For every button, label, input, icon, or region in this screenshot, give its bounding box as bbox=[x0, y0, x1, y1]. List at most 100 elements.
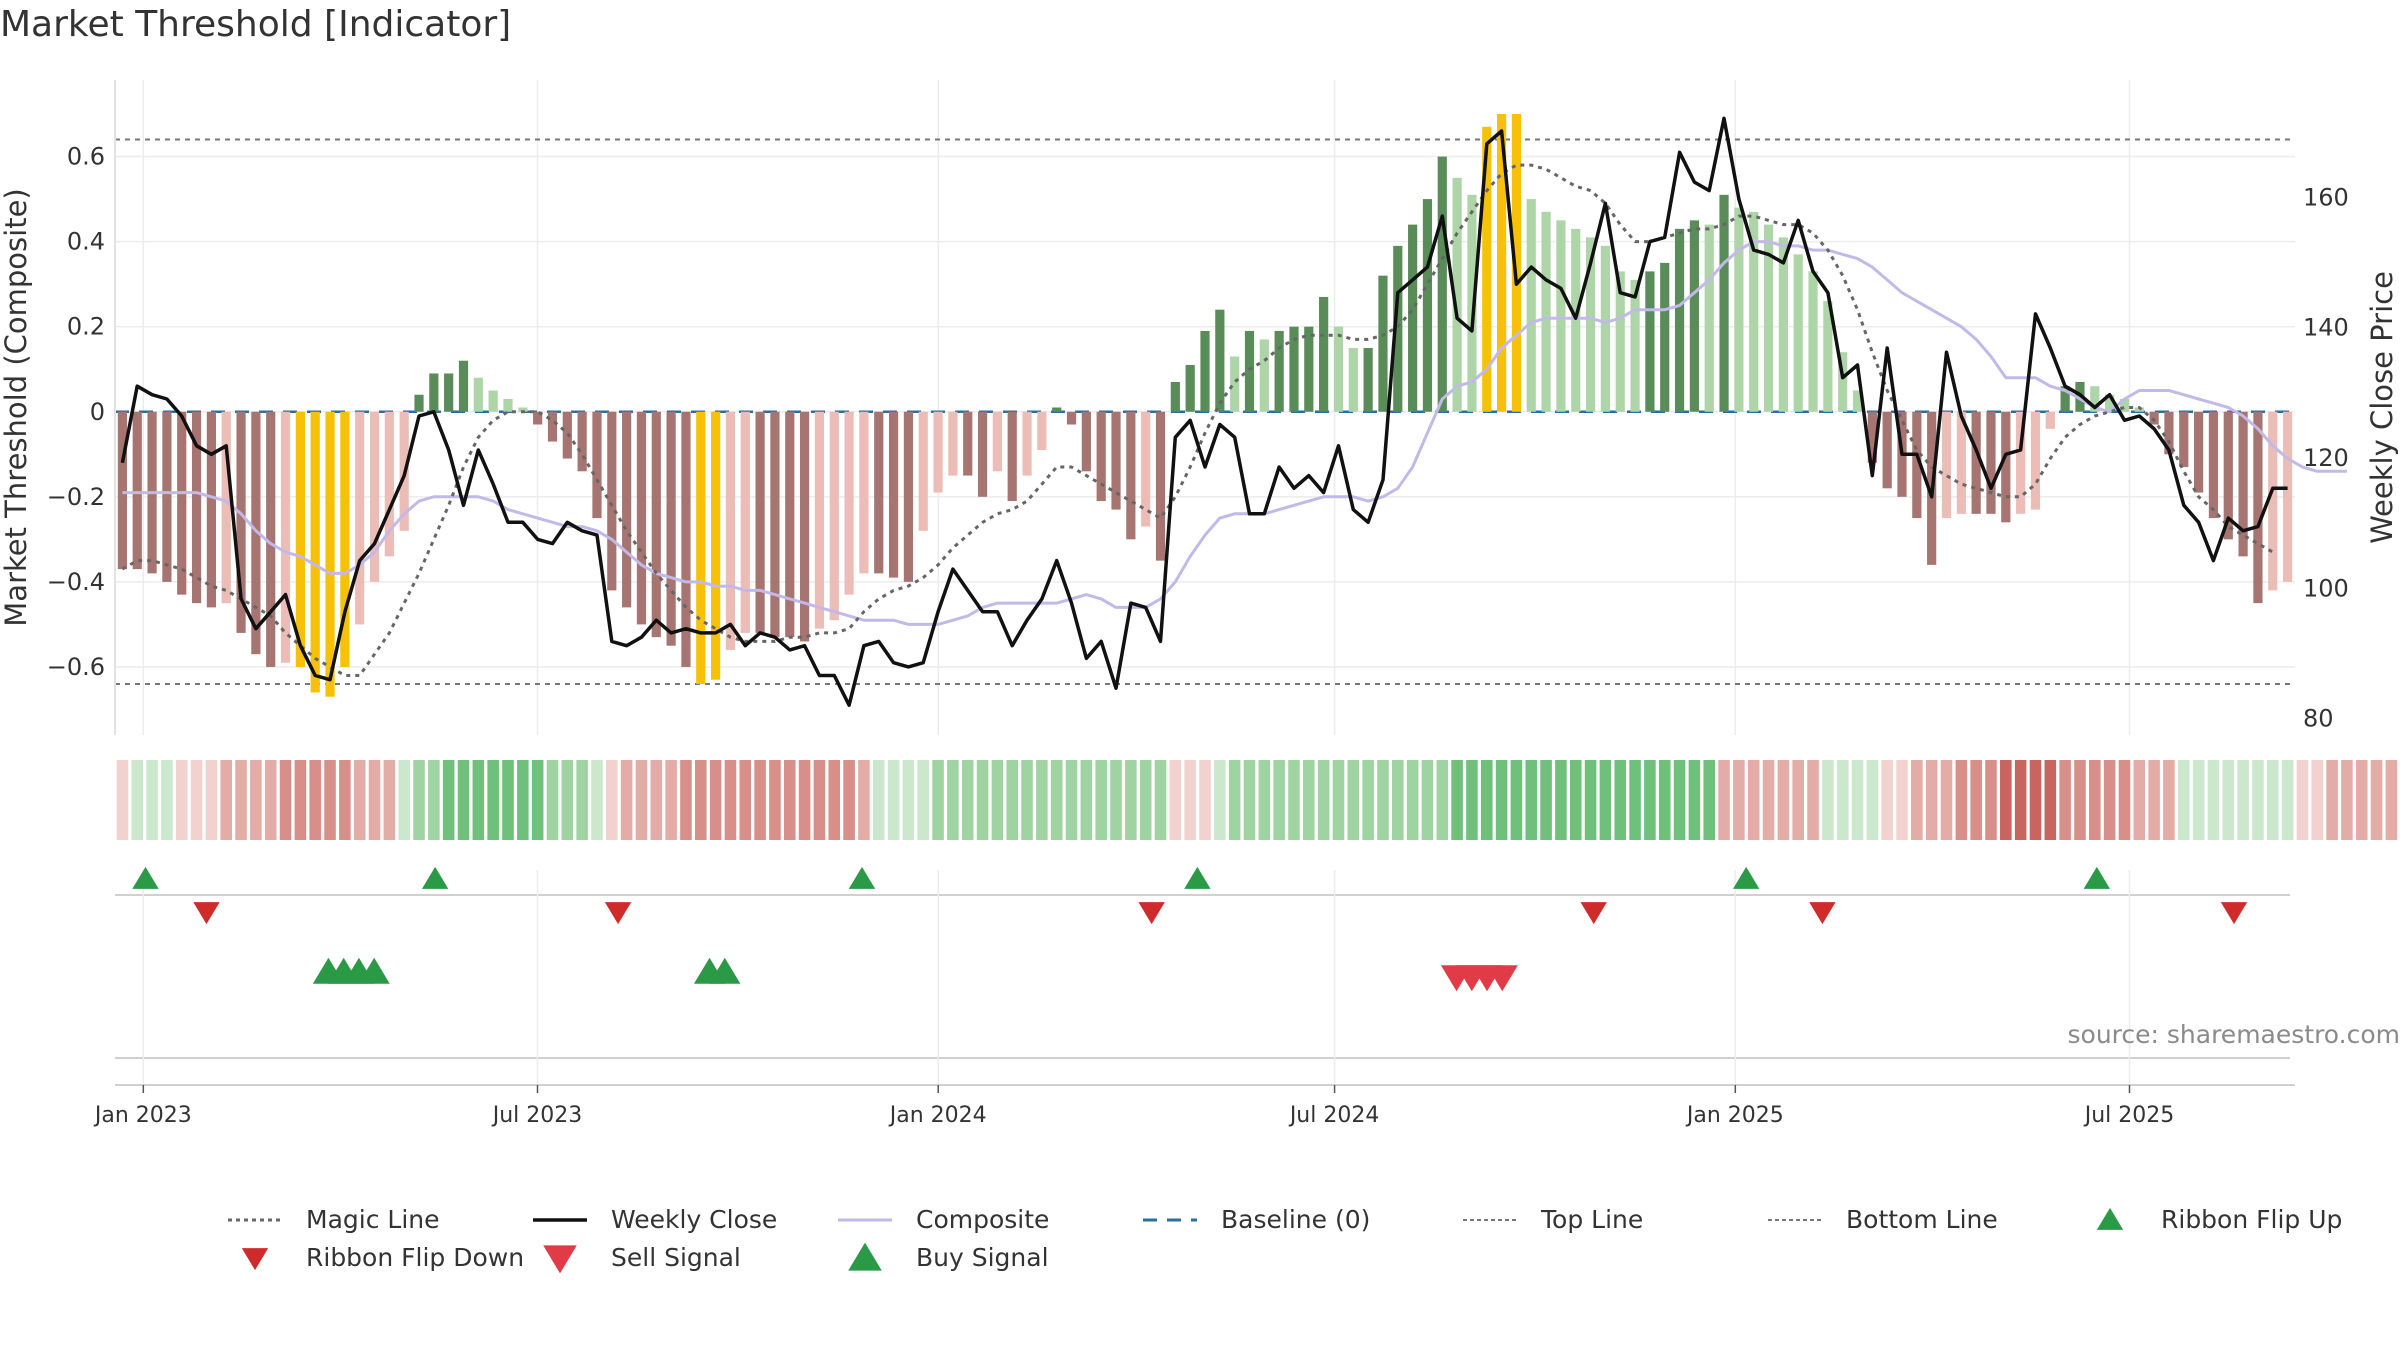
composite-bar bbox=[1867, 411, 1877, 463]
composite-bar bbox=[918, 411, 928, 531]
legend-label: Sell Signal bbox=[611, 1243, 741, 1272]
ribbon-cell bbox=[502, 760, 514, 840]
composite-bar bbox=[191, 411, 202, 604]
composite-bar bbox=[162, 411, 172, 582]
ribbon-cell bbox=[576, 760, 588, 840]
composite-bar bbox=[1734, 207, 1744, 412]
ribbon-cell bbox=[665, 760, 677, 840]
x-tick-label: Jan 2024 bbox=[888, 1103, 987, 1128]
ribbon-cell bbox=[517, 760, 529, 840]
dotted-line-icon bbox=[1463, 1219, 1517, 1221]
ribbon-cell bbox=[1940, 760, 1953, 840]
ribbon-cell bbox=[1199, 760, 1211, 840]
composite-bar bbox=[1066, 411, 1077, 425]
triangle-up-icon bbox=[848, 1242, 882, 1271]
composite-bar bbox=[1259, 339, 1269, 412]
composite-bar bbox=[1838, 352, 1848, 412]
right-tick-label: 160 bbox=[2303, 183, 2349, 211]
x-tick-label: Jul 2023 bbox=[491, 1103, 583, 1128]
dotted-line-icon bbox=[1768, 1219, 1822, 1221]
ribbon-cell bbox=[1703, 760, 1716, 840]
composite-bar bbox=[1689, 220, 1699, 412]
ribbon-cell bbox=[1866, 760, 1879, 840]
composite-bar bbox=[711, 411, 721, 680]
ribbon-cell bbox=[1747, 760, 1760, 840]
y-tick-label: −0.4 bbox=[47, 568, 105, 596]
ribbon-cell bbox=[1154, 760, 1167, 840]
composite-bar bbox=[414, 394, 424, 412]
composite-bar bbox=[1081, 411, 1091, 472]
composite-bar bbox=[1793, 254, 1803, 412]
x-tick-label: Jul 2024 bbox=[1288, 1103, 1380, 1128]
composite-bar bbox=[740, 411, 750, 633]
ribbon-cell bbox=[1881, 760, 1893, 840]
composite-bar bbox=[1126, 411, 1136, 540]
ribbon-cell bbox=[620, 760, 633, 840]
buy-signal-marker bbox=[709, 957, 741, 984]
ribbon-cell bbox=[828, 760, 841, 840]
ribbon-cell bbox=[961, 760, 974, 840]
composite-bar bbox=[1719, 194, 1729, 412]
ribbon-cell bbox=[2296, 760, 2309, 840]
ribbon-cell bbox=[235, 760, 247, 840]
ribbon-cell bbox=[1362, 760, 1374, 840]
ribbon-cell bbox=[1836, 760, 1849, 840]
composite-bar bbox=[651, 411, 661, 638]
composite-bar bbox=[1571, 228, 1581, 412]
ribbon-cell bbox=[1911, 760, 1923, 840]
composite-bar bbox=[2001, 411, 2011, 523]
composite-bar bbox=[1912, 411, 1922, 519]
composite-bar bbox=[592, 411, 602, 519]
composite-bar bbox=[2016, 411, 2026, 514]
ribbon-cell bbox=[2059, 760, 2071, 840]
composite-bar bbox=[2194, 411, 2204, 493]
ribbon-cell bbox=[991, 760, 1004, 840]
composite-bar bbox=[1615, 271, 1625, 412]
composite-bar bbox=[355, 411, 365, 625]
composite-bar bbox=[2179, 411, 2189, 468]
ribbon-cell bbox=[798, 760, 811, 840]
ribbon-cell bbox=[546, 760, 559, 840]
ribbon-cell bbox=[932, 760, 944, 840]
legend-label: Baseline (0) bbox=[1221, 1205, 1371, 1234]
ribbon-cell bbox=[1169, 760, 1182, 840]
composite-bar bbox=[785, 411, 795, 638]
ribbon-cell bbox=[947, 760, 959, 840]
composite-bar bbox=[251, 411, 261, 655]
composite-bar bbox=[280, 411, 291, 663]
ribbon-cell bbox=[161, 760, 173, 840]
chart-title: Market Threshold [Indicator] bbox=[0, 4, 512, 45]
legend-triangle-mark bbox=[543, 1245, 577, 1274]
ribbon-cell bbox=[1125, 760, 1137, 840]
composite-bar bbox=[1986, 411, 1996, 514]
ribbon-cell bbox=[635, 760, 648, 840]
flip-up-marker bbox=[421, 866, 449, 889]
ribbon-cell bbox=[2207, 760, 2220, 840]
buy-signal-marker bbox=[358, 957, 390, 984]
composite-bar bbox=[2268, 411, 2278, 591]
y-tick-label: 0.2 bbox=[67, 313, 105, 341]
ribbon-cell bbox=[368, 760, 381, 840]
ribbon-cell bbox=[2177, 760, 2190, 840]
ribbon-cell bbox=[2237, 760, 2249, 840]
composite-bar bbox=[1304, 326, 1314, 412]
composite-bar bbox=[1437, 156, 1447, 412]
composite-bar bbox=[1704, 224, 1714, 412]
ribbon-cell bbox=[976, 760, 989, 840]
ribbon-cell bbox=[1525, 760, 1538, 840]
ribbon-cell bbox=[205, 760, 218, 840]
ribbon-cell bbox=[1480, 760, 1493, 840]
ribbon-cell bbox=[531, 760, 544, 840]
composite-bar bbox=[2282, 411, 2293, 582]
ribbon-cell bbox=[1792, 760, 1804, 840]
composite-bar bbox=[1763, 224, 1774, 412]
composite-bar bbox=[1541, 211, 1551, 412]
flip-down-marker bbox=[1809, 902, 1836, 925]
ribbon-cell bbox=[1021, 760, 1033, 840]
flip-down-marker bbox=[2220, 902, 2248, 925]
composite-bar bbox=[607, 411, 617, 591]
composite-bar bbox=[2164, 411, 2174, 455]
ribbon-cell bbox=[1510, 760, 1523, 840]
composite-bar bbox=[2253, 411, 2263, 604]
x-tick-label: Jan 2025 bbox=[1685, 1103, 1784, 1128]
